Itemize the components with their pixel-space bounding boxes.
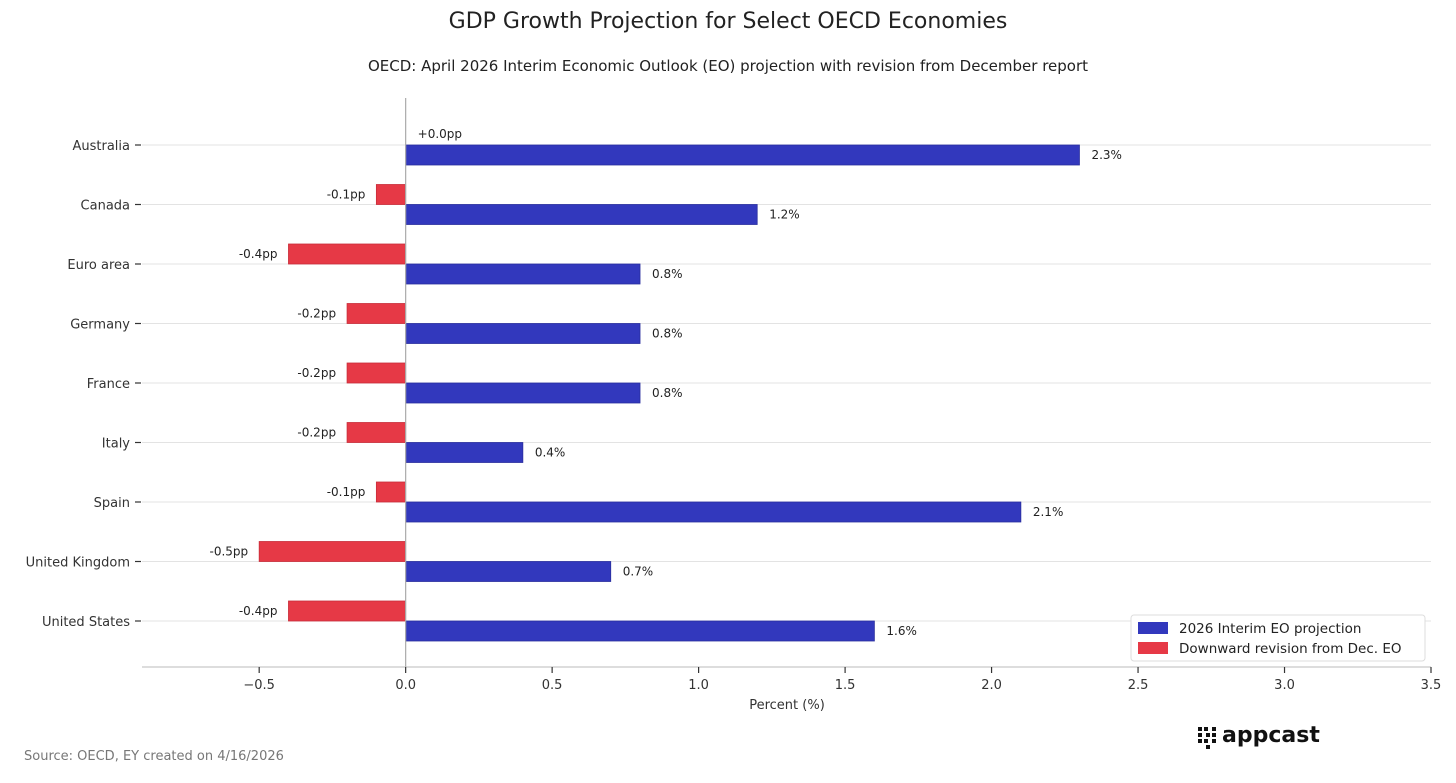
category-label: United Kingdom: [26, 556, 130, 571]
category-label: Spain: [94, 496, 130, 511]
bar-projection: [405, 144, 1080, 166]
source-note: Source: OECD, EY created on 4/16/2026: [24, 749, 284, 764]
bar-projection: [405, 263, 641, 285]
legend-swatch-projection: [1138, 622, 1168, 634]
x-tick-label: 0.0: [395, 678, 416, 693]
bars: 2.3% +0.0pp 1.2% -0.1pp 0.8% -0.4pp 0.8% -0.2pp…: [210, 127, 1122, 642]
appcast-logo-text: appcast: [1222, 723, 1320, 748]
data-label-projection: 0.8%: [652, 386, 683, 400]
category-label: Italy: [102, 437, 131, 452]
bar-projection: [405, 561, 612, 582]
bar-projection: [405, 382, 641, 404]
data-label-revision: -0.2pp: [297, 426, 336, 440]
bar-revision: [288, 243, 407, 265]
bar-projection: [405, 620, 875, 642]
chart-subtitle: OECD: April 2026 Interim Economic Outloo…: [368, 57, 1088, 75]
data-label-revision: +0.0pp: [418, 127, 462, 141]
data-label-projection: 0.8%: [652, 267, 683, 281]
legend: 2026 Interim EO projection Downward revi…: [1130, 614, 1426, 662]
x-tick-label: 3.5: [1421, 678, 1442, 693]
data-label-revision: -0.1pp: [327, 188, 366, 202]
category-label: France: [87, 377, 130, 392]
axes: Australia Canada Euro area Germany France Ita…: [26, 98, 1442, 693]
x-tick-label: 2.0: [981, 678, 1002, 693]
data-label-revision: -0.2pp: [297, 366, 336, 380]
category-label: Euro area: [67, 258, 130, 273]
data-label-projection: 2.1%: [1033, 505, 1064, 519]
bar-revision: [288, 600, 407, 622]
data-label-projection: 2.3%: [1091, 148, 1122, 162]
x-tick-label: 2.5: [1128, 678, 1149, 693]
appcast-logo-icon: [1198, 727, 1216, 749]
legend-swatch-revision: [1138, 642, 1168, 654]
x-axis-label: Percent (%): [749, 698, 825, 713]
bar-projection: [405, 204, 758, 225]
data-label-revision: -0.1pp: [327, 485, 366, 499]
data-label-projection: 1.6%: [886, 624, 917, 638]
bar-projection: [405, 323, 641, 344]
bar-projection: [405, 442, 524, 463]
x-tick-label: 1.5: [835, 678, 856, 693]
data-label-revision: -0.4pp: [239, 604, 278, 618]
bar-revision: [375, 184, 407, 205]
bar-revision: [375, 481, 407, 503]
data-label-revision: -0.4pp: [239, 247, 278, 261]
chart-title: GDP Growth Projection for Select OECD Ec…: [449, 9, 1008, 34]
legend-label-revision: Downward revision from Dec. EO: [1179, 641, 1402, 657]
x-tick-label: 1.0: [688, 678, 709, 693]
bar-revision: [346, 362, 407, 384]
bar-revision: [346, 303, 407, 324]
bar-revision: [346, 422, 407, 443]
category-label: Germany: [70, 318, 130, 333]
category-label: Australia: [72, 139, 130, 154]
data-label-projection: 1.2%: [769, 208, 800, 222]
data-label-revision: -0.2pp: [297, 307, 336, 321]
data-label-projection: 0.7%: [623, 565, 654, 579]
data-label-projection: 0.8%: [652, 327, 683, 341]
category-label: United States: [42, 615, 130, 630]
category-label: Canada: [81, 199, 130, 214]
bar-revision: [258, 541, 407, 562]
x-tick-label: 0.5: [542, 678, 563, 693]
bar-projection: [405, 501, 1022, 523]
data-label-revision: -0.5pp: [210, 545, 249, 559]
appcast-logo: appcast: [1198, 723, 1320, 749]
data-label-projection: 0.4%: [535, 446, 566, 460]
legend-label-projection: 2026 Interim EO projection: [1179, 621, 1361, 637]
x-tick-label: −0.5: [243, 678, 275, 693]
x-tick-label: 3.0: [1274, 678, 1295, 693]
